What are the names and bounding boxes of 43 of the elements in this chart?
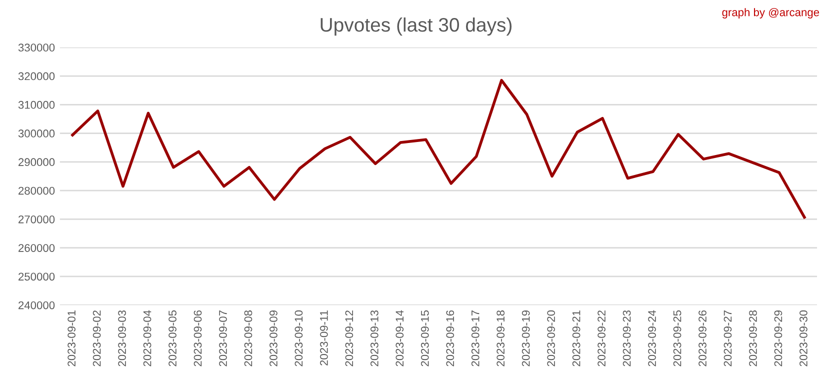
x-tick-label: 2023-09-16 [446,310,454,366]
text: graph by @arcange [722,8,820,18]
x-tick-label: 2023-09-27 [724,310,732,366]
y-tick-label: 250000 [18,272,55,281]
y-tick-label: 270000 [18,215,55,224]
x-tick-label: 2023-09-02 [92,310,101,366]
x-tick-label: 2023-09-08 [244,310,252,366]
x-tick-label: 2023-09-22 [598,310,606,366]
x-tick-label: 2023-09-06 [194,310,202,366]
y-tick-label: 240000 [18,301,55,310]
x-tick-label: 2023-09-19 [522,310,530,366]
x-tick-label: 2023-09-03 [118,310,126,366]
x-tick-label: 2023-09-01 [68,310,76,366]
x-tick-label: 2023-09-17 [471,310,480,366]
chart-title: Upvotes (last 30 days) [320,17,512,36]
x-tick-label: 2023-09-28 [749,310,757,366]
y-tick-label: 330000 [18,44,55,52]
x-tick-label: 2023-09-29 [774,310,782,366]
y-tick-label: 320000 [18,72,55,80]
x-tick-label: 2023-09-15 [420,310,429,366]
line-series [71,78,806,219]
x-tick-label: 2023-09-09 [270,310,278,366]
x-tick-label: 2023-09-11 [320,310,328,366]
x-tick-label: 2023-09-07 [219,310,227,366]
x-tick-label: 2023-09-30 [800,310,808,366]
x-tick-label: 2023-09-20 [547,310,556,366]
x-tick-label: 2023-09-24 [648,310,656,366]
y-tick-label: 310000 [18,100,55,109]
x-tick-label: 2023-09-23 [622,310,631,366]
x-tick-label: 2023-09-14 [396,310,404,366]
x-tick-label: 2023-09-18 [496,310,505,366]
y-tick-label: 290000 [18,158,55,166]
x-tick-label: 2023-09-25 [673,310,682,366]
x-tick-label: 2023-09-26 [698,310,706,366]
x-tick-label: 2023-09-12 [345,310,354,366]
y-tick-label: 280000 [18,186,55,195]
y-tick-label: 260000 [18,244,55,252]
x-tick-label: 2023-09-04 [143,310,152,366]
y-tick-label: 300000 [18,130,55,138]
x-tick-label: 2023-09-05 [168,310,176,366]
x-tick-label: 2023-09-10 [294,310,303,366]
x-tick-label: 2023-09-21 [572,310,580,366]
x-tick-label: 2023-09-13 [370,310,378,366]
